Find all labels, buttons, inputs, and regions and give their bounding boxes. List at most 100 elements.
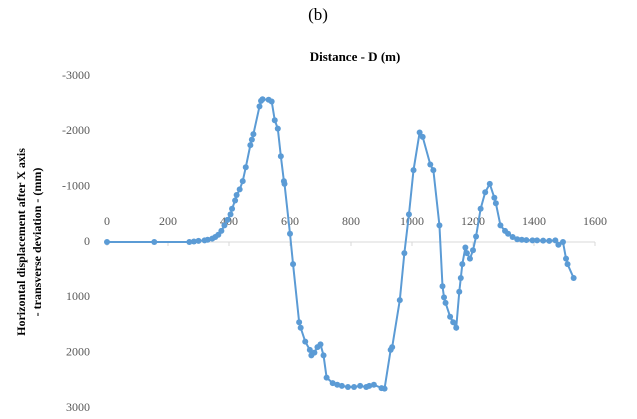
point bbox=[456, 288, 463, 295]
point bbox=[190, 238, 197, 245]
y-axis-title: Horizontal displacement after X axis bbox=[14, 148, 28, 336]
x-tick-label: 1600 bbox=[583, 214, 607, 228]
point bbox=[195, 237, 202, 244]
point bbox=[256, 103, 263, 110]
point bbox=[396, 297, 403, 304]
x-tick-label: 800 bbox=[342, 214, 360, 228]
point bbox=[296, 319, 303, 326]
point bbox=[186, 239, 193, 245]
chart-title: Distance - D (m) bbox=[310, 49, 401, 64]
point bbox=[492, 200, 499, 207]
point bbox=[320, 352, 327, 359]
y-tick-label: -2000 bbox=[62, 123, 90, 137]
point bbox=[436, 222, 443, 229]
point bbox=[232, 197, 239, 204]
point bbox=[344, 383, 351, 390]
point bbox=[306, 346, 313, 353]
point bbox=[233, 191, 240, 198]
point bbox=[546, 237, 553, 244]
point bbox=[311, 349, 318, 356]
point bbox=[389, 344, 396, 351]
point bbox=[442, 299, 449, 306]
point bbox=[505, 230, 512, 237]
point bbox=[323, 374, 330, 381]
point bbox=[381, 385, 388, 392]
point bbox=[277, 153, 284, 160]
point bbox=[239, 178, 246, 185]
point bbox=[366, 382, 373, 389]
point bbox=[518, 236, 525, 243]
point bbox=[227, 211, 234, 218]
point bbox=[439, 283, 446, 290]
point bbox=[453, 324, 460, 331]
y-tick-label: 1000 bbox=[66, 289, 90, 303]
point bbox=[450, 319, 457, 326]
point bbox=[462, 244, 469, 251]
point bbox=[466, 255, 473, 262]
point bbox=[401, 250, 408, 257]
point bbox=[224, 216, 231, 223]
point bbox=[509, 234, 516, 241]
point bbox=[274, 125, 281, 132]
point bbox=[271, 117, 278, 124]
point bbox=[250, 131, 257, 138]
point bbox=[329, 380, 336, 387]
point bbox=[204, 236, 211, 243]
y-tick-label: 3000 bbox=[66, 400, 90, 414]
point bbox=[477, 205, 484, 212]
x-tick-label: 200 bbox=[159, 214, 177, 228]
point bbox=[564, 261, 571, 268]
series-line bbox=[107, 98, 575, 390]
point bbox=[151, 239, 158, 245]
point bbox=[405, 211, 412, 218]
point bbox=[351, 383, 358, 390]
point bbox=[334, 381, 341, 388]
point bbox=[302, 338, 309, 345]
point bbox=[218, 227, 225, 234]
x-tick-label: 1000 bbox=[400, 214, 424, 228]
y-axis-title: - transverse deviation - (mm) bbox=[30, 168, 44, 317]
point bbox=[486, 180, 493, 187]
point bbox=[430, 167, 437, 174]
point bbox=[236, 186, 243, 193]
point bbox=[563, 255, 570, 262]
point bbox=[419, 133, 426, 140]
point bbox=[221, 222, 228, 229]
point bbox=[242, 164, 249, 171]
point bbox=[482, 189, 489, 196]
point bbox=[470, 247, 476, 254]
point bbox=[357, 382, 364, 389]
y-tick-label: -3000 bbox=[62, 68, 90, 82]
point bbox=[552, 237, 559, 244]
point bbox=[281, 180, 288, 187]
point bbox=[297, 324, 304, 331]
x-tick-label: 1400 bbox=[522, 214, 546, 228]
y-tick-label: -1000 bbox=[62, 178, 90, 192]
point bbox=[248, 136, 255, 143]
y-tick-label: 2000 bbox=[66, 344, 90, 358]
point bbox=[287, 230, 293, 237]
point bbox=[441, 294, 448, 301]
x-tick-label: 0 bbox=[104, 214, 110, 228]
x-tick-label: 600 bbox=[281, 214, 299, 228]
point bbox=[338, 382, 345, 389]
point bbox=[447, 313, 454, 320]
point bbox=[559, 239, 566, 245]
point bbox=[463, 250, 470, 257]
panel-label: (b) bbox=[308, 5, 328, 24]
point bbox=[570, 274, 577, 281]
point bbox=[247, 142, 254, 149]
point bbox=[427, 161, 434, 168]
point bbox=[514, 236, 521, 243]
point bbox=[497, 222, 504, 229]
point bbox=[410, 167, 417, 174]
point bbox=[459, 261, 466, 268]
point bbox=[416, 129, 423, 136]
point bbox=[259, 96, 266, 103]
point bbox=[370, 381, 377, 388]
point bbox=[317, 341, 324, 348]
point bbox=[268, 98, 275, 105]
point bbox=[229, 205, 236, 212]
point bbox=[491, 194, 498, 201]
